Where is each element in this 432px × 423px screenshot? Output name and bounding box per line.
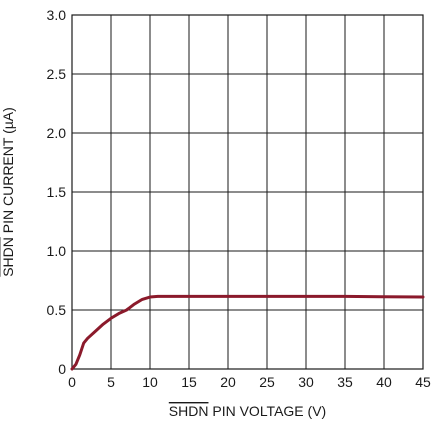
x-tick-label: 35 (337, 374, 353, 390)
y-axis-label-text: PIN CURRENT (µA) (0, 107, 16, 237)
x-axis-label-text: PIN VOLTAGE (V) (208, 403, 326, 419)
x-axis-label: SHDN PIN VOLTAGE (V) (169, 403, 326, 419)
x-tick-label: 30 (298, 374, 314, 390)
y-tick-label: 1.5 (47, 184, 67, 200)
y-tick-label: 0 (58, 361, 66, 377)
y-tick-label: 1.0 (47, 243, 67, 259)
x-tick-label: 25 (259, 374, 275, 390)
y-tick-labels: 0 0.5 1.0 1.5 2.0 2.5 3.0 (47, 7, 67, 377)
y-axis-label: SHDN PIN CURRENT (µA) (0, 107, 16, 277)
x-tick-label: 15 (181, 374, 197, 390)
x-tick-labels: 0 5 10 15 20 25 30 35 40 45 (68, 374, 431, 390)
grid (72, 15, 423, 369)
y-tick-label: 3.0 (47, 7, 67, 23)
x-tick-label: 20 (220, 374, 236, 390)
x-tick-label: 0 (68, 374, 76, 390)
x-tick-label: 10 (142, 374, 158, 390)
x-tick-label: 45 (415, 374, 431, 390)
y-tick-label: 2.0 (47, 125, 67, 141)
y-axis-label-overline: SHDN (0, 237, 16, 277)
series-layer (70, 294, 425, 371)
y-tick-label: 2.5 (47, 66, 67, 82)
plot-frame (71, 14, 424, 370)
series-line (70, 294, 425, 371)
x-tick-label: 5 (107, 374, 115, 390)
y-tick-label: 0.5 (47, 302, 67, 318)
x-axis-label-overline: SHDN (169, 403, 209, 419)
x-tick-label: 40 (376, 374, 392, 390)
